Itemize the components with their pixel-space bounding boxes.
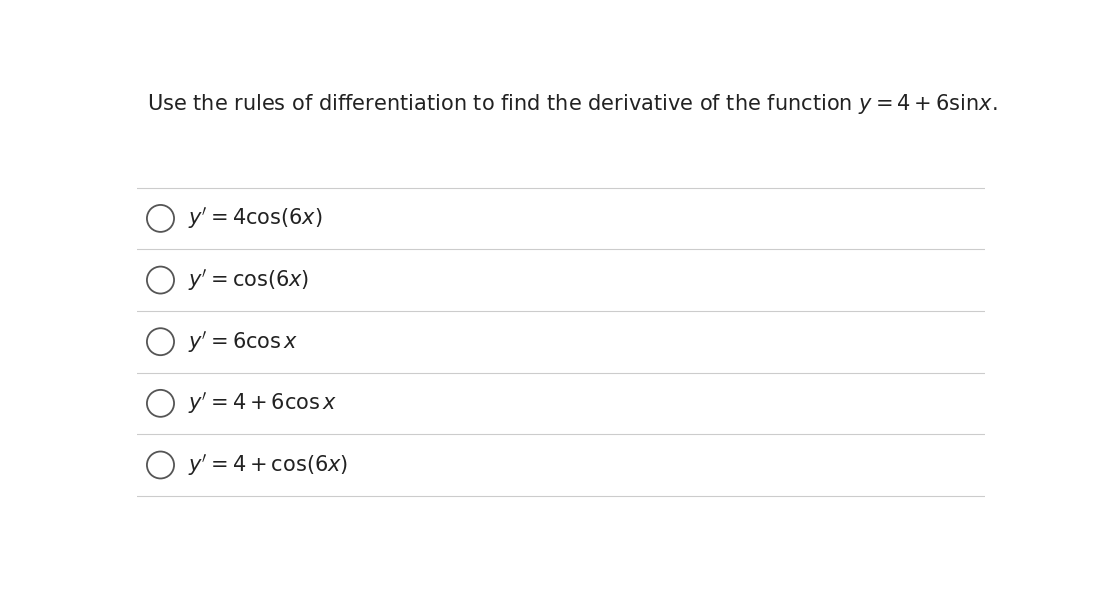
Text: $y' = 6\cos x$: $y' = 6\cos x$ [188,329,298,355]
Text: $y' = 4 + \cos(6x)$: $y' = 4 + \cos(6x)$ [188,452,348,478]
Text: $y' = 4\cos(6x)$: $y' = 4\cos(6x)$ [188,205,323,231]
Text: $y' = \cos(6x)$: $y' = \cos(6x)$ [188,267,309,293]
Text: Use the rules of differentiation to find the derivative of the function $y = 4+6: Use the rules of differentiation to find… [147,92,998,116]
Text: $y' = 4 + 6\cos x$: $y' = 4 + 6\cos x$ [188,390,337,416]
